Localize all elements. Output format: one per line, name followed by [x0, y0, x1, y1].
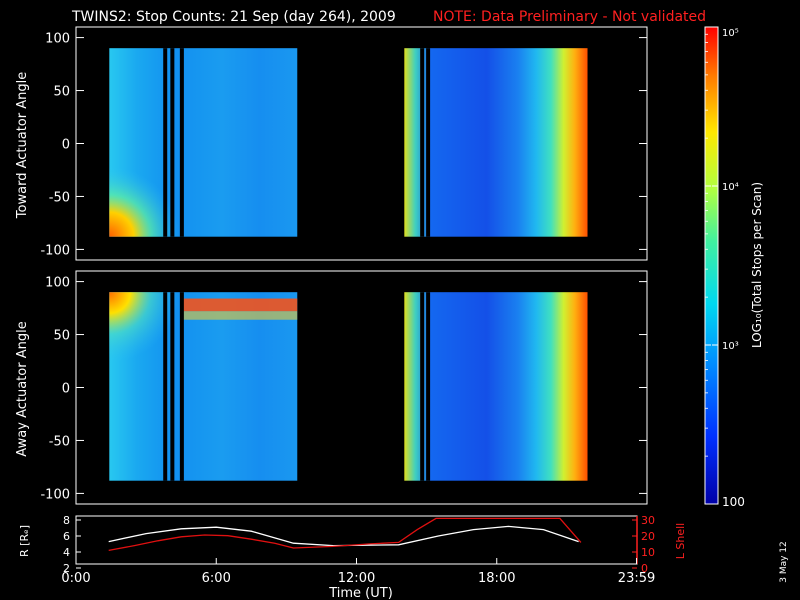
orbit-ytick-label: 4 — [63, 546, 70, 559]
ytick-label: 100 — [45, 276, 70, 291]
heatmap-toward — [109, 48, 588, 237]
orbit-ytick-label: 6 — [63, 530, 70, 543]
heatmap-block-2 — [404, 292, 588, 481]
orbit-ylabel-right: L Shell — [674, 523, 687, 559]
data-gap-line-3 — [179, 292, 184, 481]
xtick-label: 0:00 — [61, 571, 90, 586]
data-gap-line-1 — [163, 292, 168, 481]
data-gap-line-5 — [426, 48, 431, 237]
series-r-line — [108, 525, 579, 547]
xtick-label: 12:00 — [338, 571, 375, 586]
panel-orbit: 2 4 6 8 0 10 20 30 0:00 6:00 12:00 18:00 23:59 R [Rₑ… — [18, 514, 687, 600]
ytick-label: -50 — [49, 190, 70, 205]
series-lshell-line — [108, 517, 582, 552]
xtick-label: 23:59 — [618, 571, 655, 586]
heatmap-away — [109, 292, 588, 481]
orbit-ylabel-left: R [Rₑ] — [18, 525, 31, 557]
orbit-ytick-label-right: 30 — [641, 514, 655, 527]
ytick-label: -50 — [49, 434, 70, 449]
panel-away-ylabel: Away Actuator Angle — [15, 321, 30, 456]
heatmap-corner-feature — [109, 292, 180, 363]
ytick-label: 0 — [62, 138, 70, 153]
side-stamp: 3 May 12 — [779, 541, 789, 583]
data-gap-line-1 — [163, 48, 168, 237]
orbit-lines — [108, 517, 582, 552]
orbit-axes: 2 4 6 8 0 10 20 30 0:00 6:00 12:00 18:00 23:59 — [61, 514, 655, 586]
heatmap-high-band-edge — [180, 311, 298, 320]
orbit-ytick-label: 8 — [63, 514, 70, 527]
panel-toward-yticks: 100 50 0 -50 -100 — [40, 32, 647, 258]
xtick-label: 18:00 — [478, 571, 515, 586]
heatmap-high-band — [180, 298, 298, 312]
colorbar-tick-label: 10³ — [722, 341, 739, 352]
data-gap-line-4 — [420, 292, 425, 481]
orbit-ytick-label-right: 0 — [641, 562, 648, 575]
colorbar-tick-label: 10⁵ — [722, 28, 739, 39]
data-gap-line-5 — [426, 292, 431, 481]
colorbar-tick-label: 10⁴ — [722, 182, 739, 193]
colorbar-gradient — [704, 26, 719, 505]
orbit-ytick-label: 2 — [63, 562, 70, 575]
colorbar: 10⁵ 10⁴ 10³ 100 LOG₁₀(Total Stops per Scan) — [704, 26, 764, 509]
heatmap-block-2 — [404, 48, 588, 237]
panel-toward-ylabel: Toward Actuator Angle — [15, 72, 30, 219]
data-gap-line-3 — [179, 48, 184, 237]
ytick-label: -100 — [40, 243, 70, 258]
panel-away: 100 50 0 -50 -100 Away Actuator Angle — [15, 270, 648, 505]
panel-toward: 100 50 0 -50 -100 Toward Actuator Angle — [15, 26, 648, 261]
ytick-label: 50 — [53, 85, 70, 100]
orbit-ytick-label-right: 20 — [641, 530, 655, 543]
colorbar-ticks: 10⁵ 10⁴ 10³ 100 — [705, 26, 745, 509]
panel-away-yticks: 100 50 0 -50 -100 — [40, 276, 647, 502]
colorbar-tick-label: 100 — [722, 495, 745, 509]
x-axis-label: Time (UT) — [328, 586, 393, 600]
orbit-ytick-label-right: 10 — [641, 546, 655, 559]
ytick-label: -100 — [40, 487, 70, 502]
data-gap-line-2 — [170, 292, 175, 481]
figure-note: NOTE: Data Preliminary - Not validated — [433, 9, 706, 25]
ytick-label: 100 — [45, 32, 70, 47]
figure-title: TWINS2: Stop Counts: 21 Sep (day 264), 2… — [71, 9, 396, 25]
data-gap-line-2 — [170, 48, 175, 237]
data-gap-line-4 — [420, 48, 425, 237]
heatmap-corner-feature — [109, 166, 180, 237]
ytick-label: 50 — [53, 329, 70, 344]
ytick-label: 0 — [62, 382, 70, 397]
xtick-label: 6:00 — [202, 571, 231, 586]
colorbar-label: LOG₁₀(Total Stops per Scan) — [750, 182, 764, 348]
